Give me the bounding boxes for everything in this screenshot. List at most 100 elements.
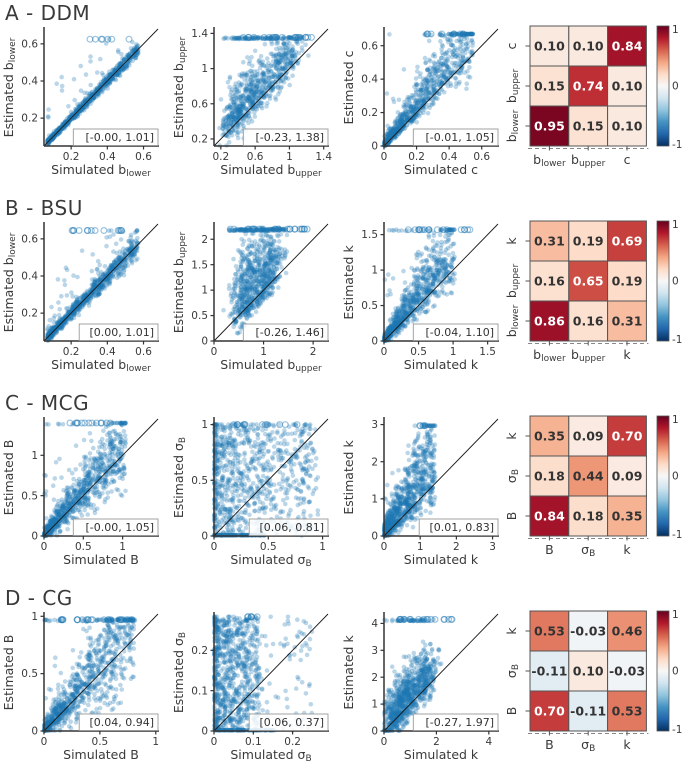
heatmap-col-label: B [545,542,554,557]
scatter-plot: 0.2 0.4 0.6 0.2 0.4 0.6 [-0.00, 1.01] Simulated… [1,27,159,179]
y-tick-labels: 00.51 [21,450,44,543]
svg-text:0: 0 [201,336,208,348]
colorbar-tick-label: 1 [672,24,679,36]
identity-line [213,223,329,342]
clipped-open-points [423,30,467,38]
annotation-box [242,128,329,146]
annotation-box [418,518,499,536]
x-axis-label: Simulated B [63,747,139,762]
scatter-points [382,31,476,148]
clipped-open-points [66,419,114,427]
panel-row-A: A - DDM 0.2 0.4 0.6 0.2 0.4 0.6 [-0.00, 1.01] Si… [0,0,685,195]
clipped-open-points [239,33,316,41]
clipped-open-points [86,35,133,43]
scatter-plot: 0 0.5 100.51 [0.04, 0.94] Simulated B Estimat… [1,611,159,762]
heatmap-cell-value: 0.10 [534,39,565,54]
scatter-points [382,423,438,538]
y-axis-label: Estimated bupper [171,36,188,138]
identity-line [383,223,499,342]
y-tick-labels: 00.10.2 [191,645,214,738]
colorbar [656,220,670,342]
heatmap-cell-value: 0.31 [612,314,643,329]
heatmap-col-label: k [623,542,631,557]
scatter-points [221,226,290,336]
heatmap-cell [568,105,609,147]
heatmap-cell-value: 0.53 [612,704,643,719]
heatmap-row-label: blower [504,304,521,337]
heatmap-cell-value: 0.10 [573,39,604,54]
heatmap-cell-value: 0.86 [534,314,565,329]
heatmap-cell-value: -0.03 [570,624,606,639]
heatmap-col-label: bupper [571,347,606,364]
identity-line [43,418,159,537]
y-tick-labels: 00.51 [21,611,44,738]
identity-line [383,418,499,537]
heatmap-cell-value: 0.84 [534,509,565,524]
heatmap-col-label: blower [533,347,566,364]
heatmap-cell-value: 0.35 [534,429,565,444]
heatmap-cell-value: 0.35 [612,509,643,524]
heatmap-cell-value: 0.10 [573,664,604,679]
y-axis-label: Estimated σB [171,437,188,518]
clipped-open-points [226,225,311,233]
heatmap-cell [568,65,609,107]
regression-annotation: [-0.27, 1.97] [425,716,494,729]
clipped-open-points [243,613,261,621]
heatmap-cell [529,415,570,457]
annotation-box [72,128,159,146]
svg-text:0.6: 0.6 [21,233,38,245]
x-tick-labels: 0.2 0.4 0.6 [63,146,152,163]
heatmap-row-label: bupper [504,69,521,104]
colorbar-tick-label: -1 [672,139,682,151]
svg-text:2: 2 [201,234,208,246]
scatter-plot: 0 0.5 100.51 [0.06, 0.81] Simulated σB Estima… [171,417,329,569]
heatmap-col-label: blower [533,152,566,169]
svg-text:0: 0 [211,346,218,358]
scatter-plot: 0 0.2 0.4 0.6 0 0.2 0.4 0.6 [-0.01, 1.05] Simulat… [341,27,499,177]
annotation-box [242,323,329,341]
x-tick-labels: 0 0.1 0.2 [211,731,301,748]
annotation-box [78,323,159,341]
heatmap-cell [568,220,609,262]
heatmap-cell [607,610,647,652]
svg-text:1: 1 [260,346,267,358]
colorbar-tick-label: 0 [672,471,679,483]
heatmap-cell [607,300,647,342]
y-axis-label: Estimated k [341,440,356,515]
regression-annotation: [-0.00, 1.01] [85,131,154,144]
heatmap-cell-value: 0.74 [573,79,604,94]
annotation-box [248,518,329,536]
clipped-open-points [416,422,429,430]
identity-line [383,28,499,147]
svg-text:0.5: 0.5 [191,310,208,322]
heatmap-cell [607,105,647,147]
scatter-plot: 0 0.1 0.200.10.2 [0.06, 0.37] Simulated σB Es… [171,612,329,764]
scatter-plot: 0 0.5 100.51 [-0.00, 1.05] Simulated B Estima… [1,417,159,567]
svg-text:0.4: 0.4 [361,74,378,86]
svg-text:0.2: 0.2 [191,134,208,146]
y-tick-labels: 00.511.5 [361,229,384,348]
svg-text:0.2: 0.2 [361,107,378,119]
heatmap-cell [607,25,647,67]
row-title: B - BSU [5,196,83,220]
x-tick-labels: 0 0.2 0.4 0.6 [381,146,490,163]
x-tick-labels: 0.2 0.6 1 1.4 [213,146,332,163]
y-axis-label: Estimated blower [1,232,18,332]
x-axis-label: Simulated blower [51,162,151,179]
heatmap-cell [529,65,570,107]
heatmap-row-label: σB [504,664,521,678]
colorbar-tick-label: 0 [672,666,679,678]
svg-text:0.4: 0.4 [21,76,38,88]
x-axis-label: Simulated bupper [220,357,322,374]
heatmap-cell-value: 0.69 [612,234,643,249]
heatmap-cell-value: 0.09 [612,469,643,484]
annotation-box [248,713,329,731]
identity-line [213,418,329,537]
regression-annotation: [-0.04, 1.10] [425,326,494,339]
svg-text:0.4: 0.4 [99,151,116,163]
heatmap-row-label: B [504,707,519,716]
svg-text:1: 1 [286,151,293,163]
y-axis-label: Estimated blower [1,37,18,137]
row-title: A - DDM [5,1,91,25]
